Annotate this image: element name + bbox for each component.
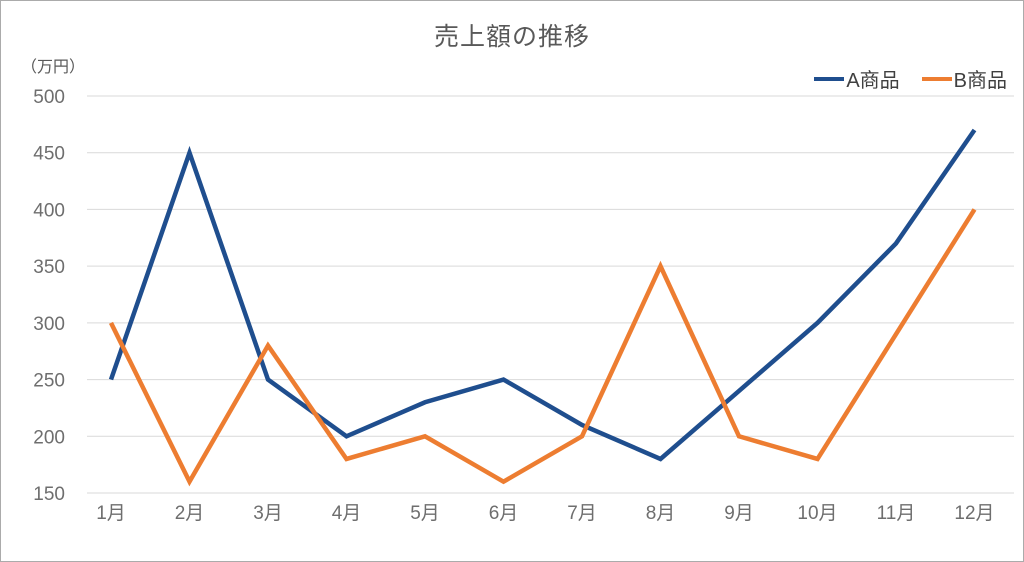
legend-label-b: B商品: [953, 70, 1007, 92]
x-tick-label: 3月: [253, 503, 283, 524]
y-tick-label: 450: [33, 144, 65, 165]
x-tick-label: 10月: [797, 503, 837, 524]
x-tick-label: 4月: [332, 503, 362, 524]
x-tick-label: 7月: [567, 503, 597, 524]
y-tick-label: 400: [33, 200, 65, 221]
series-line-b: [108, 208, 977, 487]
y-tick-label: 500: [33, 87, 65, 108]
x-tick-label: 6月: [489, 503, 519, 524]
x-tick-label: 12月: [954, 503, 994, 524]
legend: A商品 B商品: [814, 64, 1007, 93]
y-axis-unit-label: （万円）: [21, 59, 86, 76]
y-tick-label: 350: [33, 257, 65, 278]
y-tick-label: 150: [33, 484, 65, 505]
legend-item-series-a: A商品: [814, 64, 900, 93]
x-tick-label: 8月: [646, 503, 676, 524]
y-tick-label: 200: [33, 427, 65, 448]
x-tick-label: 11月: [877, 503, 916, 524]
chart-title: 売上額の推移: [433, 23, 590, 51]
y-tick-label: 250: [33, 371, 65, 392]
y-tick-label: 300: [33, 314, 65, 335]
legend-item-series-b: B商品: [921, 64, 1007, 93]
legend-line-swatch-a-icon: [814, 76, 845, 81]
series-line-a: [108, 128, 977, 462]
x-tick-label: 2月: [175, 503, 205, 524]
x-tick-label: 9月: [724, 503, 754, 524]
legend-line-swatch-b-icon: [921, 76, 952, 81]
legend-label-a: A商品: [846, 70, 900, 92]
x-tick-label: 5月: [410, 503, 440, 524]
x-tick-label: 1月: [96, 503, 126, 524]
